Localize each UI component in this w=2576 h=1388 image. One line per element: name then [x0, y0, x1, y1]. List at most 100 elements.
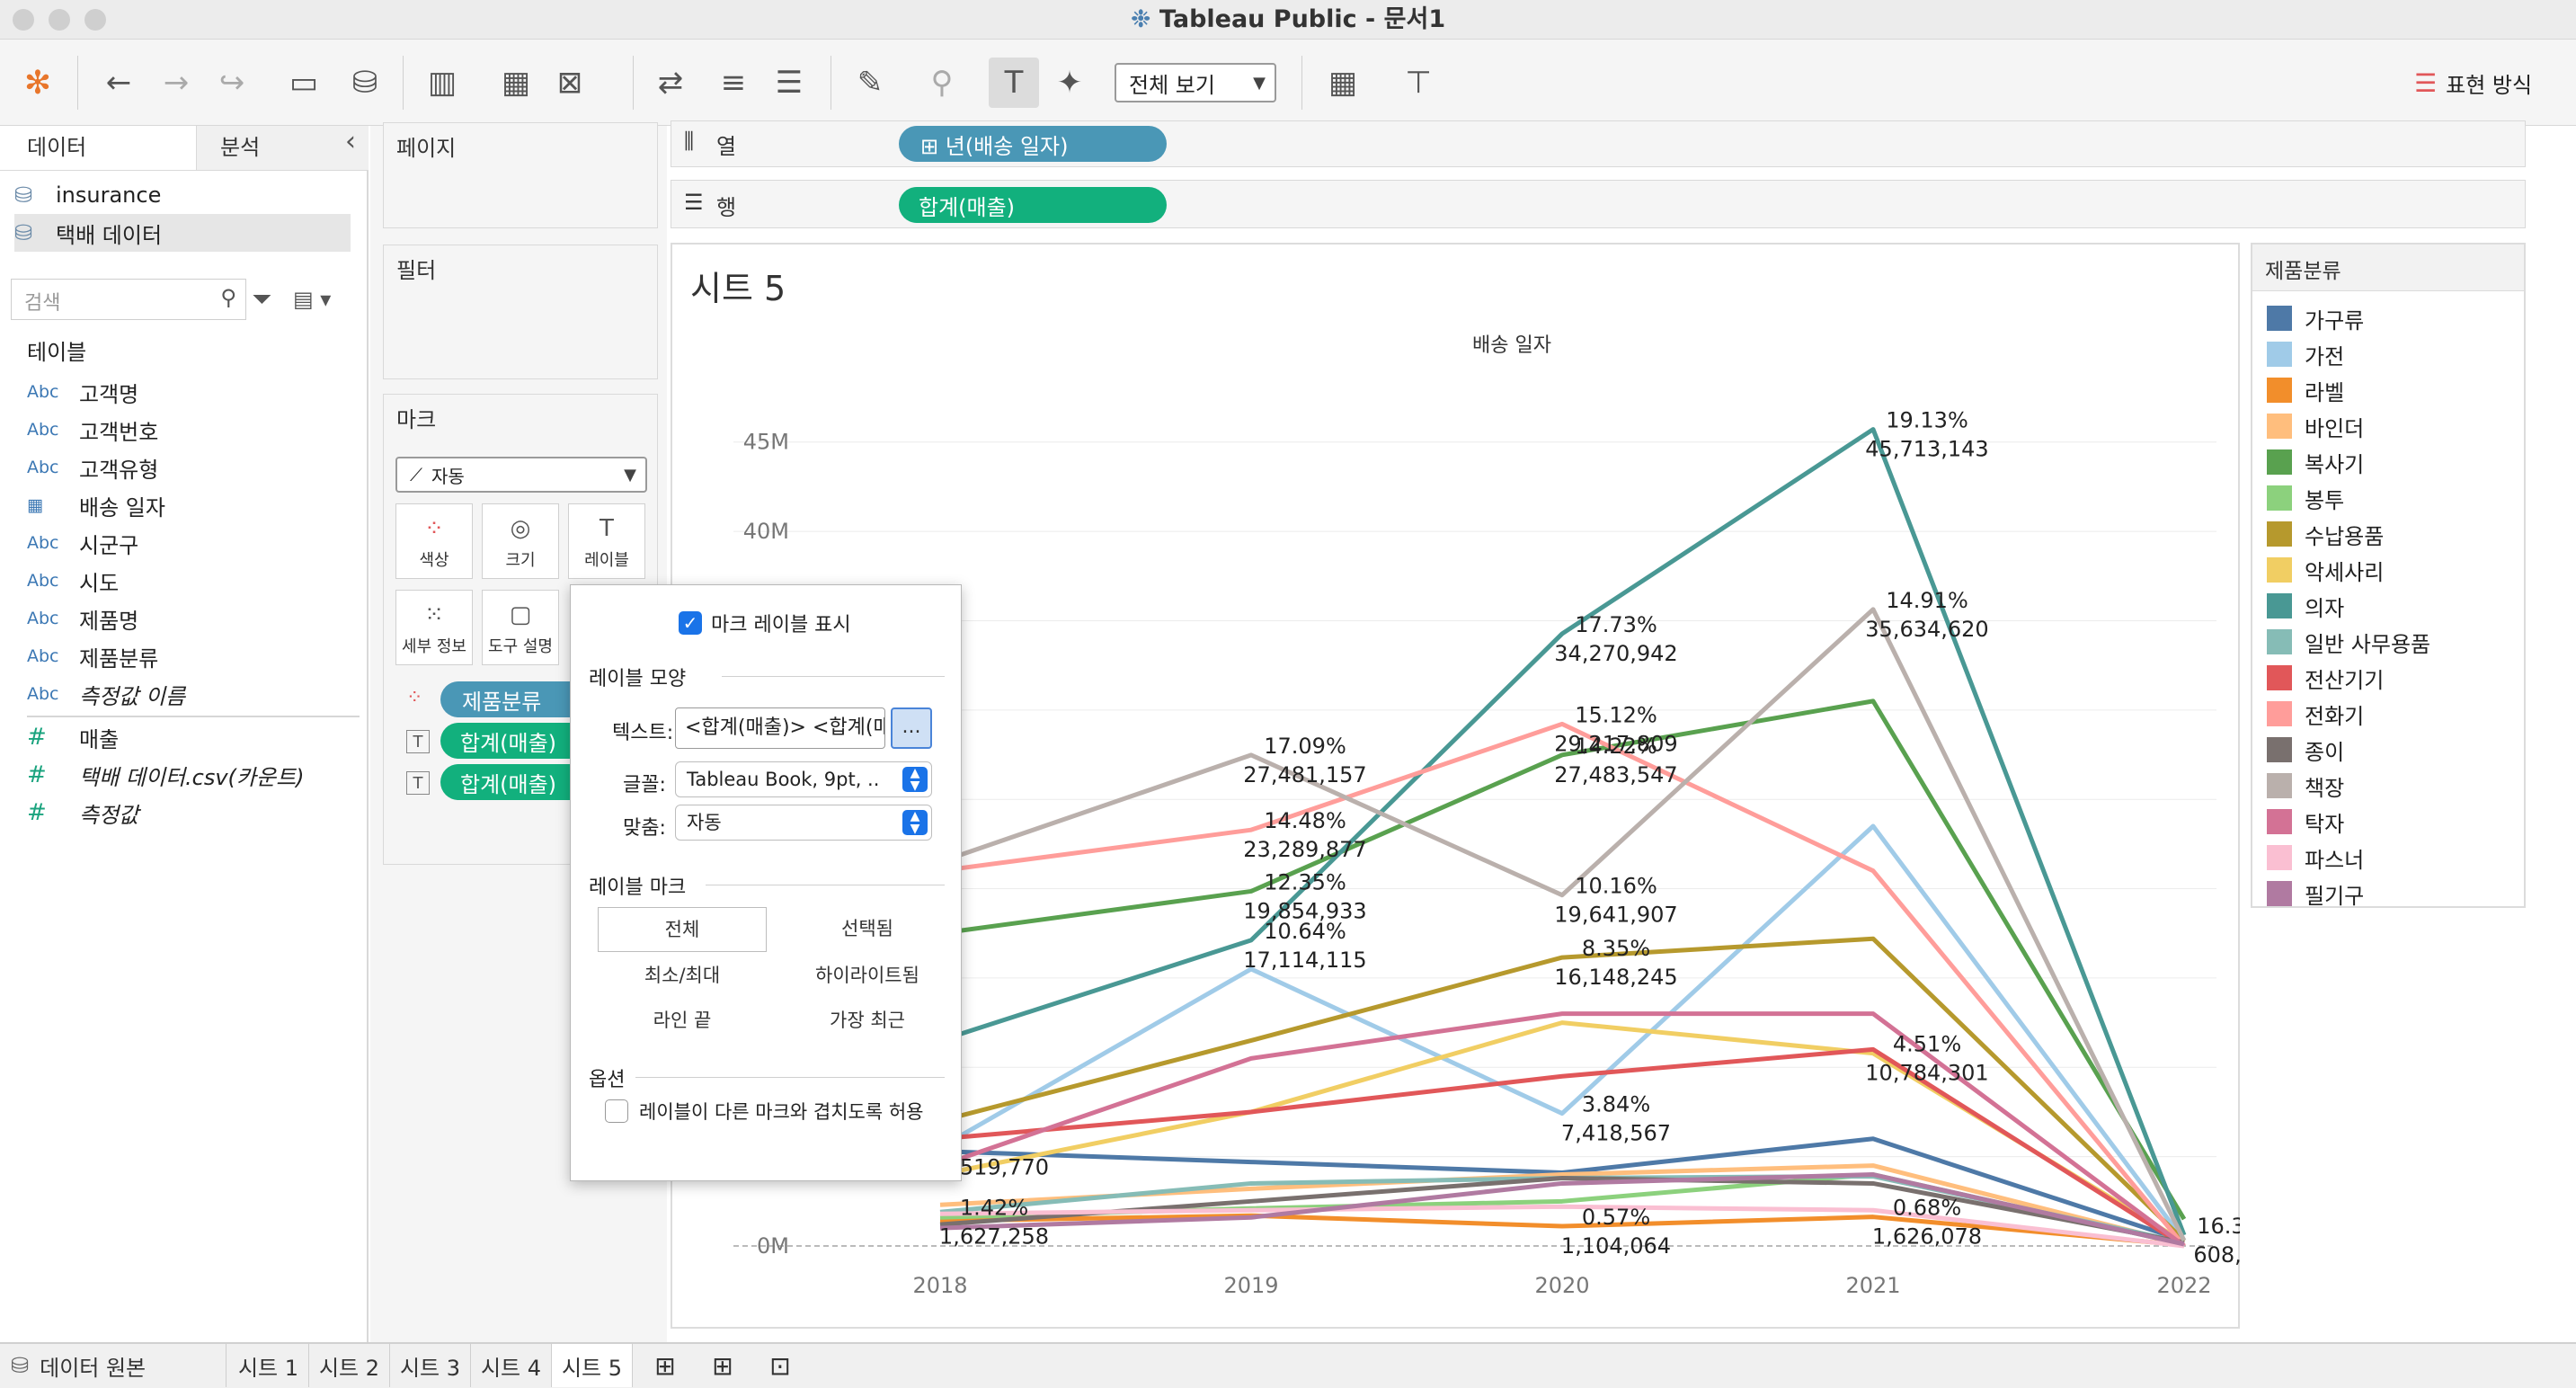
field-item[interactable]: Abc 제품분류 [27, 645, 159, 672]
legend-swatch [2267, 485, 2292, 511]
series-line [939, 936, 2186, 1242]
data-label: 1,104,064 [1561, 1233, 1671, 1259]
detail-button[interactable]: ⁙ 세부 정보 [395, 590, 473, 665]
legend-item[interactable]: 전산기기 [2267, 660, 2384, 696]
show-me-button[interactable]: ☰ 표현 방식 [2414, 67, 2533, 98]
legend-item[interactable]: 필기구 [2267, 876, 2364, 912]
datasource-tab[interactable]: ⛁ 데이터 원본 [0, 1344, 227, 1387]
zoom-window-button[interactable] [84, 9, 106, 31]
label-option-line-ends[interactable]: 라인 끝 [653, 1010, 712, 1031]
sheet-tab-4[interactable]: 시트 4 [471, 1344, 552, 1387]
label-option-all[interactable]: 전체 [598, 907, 767, 952]
legend-item[interactable]: 종이 [2267, 732, 2344, 768]
highlight-icon[interactable]: ✎ [857, 65, 884, 101]
show-mark-labels-icon[interactable]: T [989, 58, 1039, 108]
rows-pill[interactable]: 합계(매출) [899, 187, 1167, 223]
undo-icon[interactable]: ← [105, 65, 132, 101]
new-story-icon[interactable]: ⊡ [769, 1350, 791, 1381]
new-worksheet-icon[interactable]: ⊞ [654, 1350, 676, 1381]
close-window-button[interactable] [13, 9, 34, 31]
filters-card[interactable]: 필터 [383, 245, 658, 379]
sheet-tab-5[interactable]: 시트 5 [552, 1344, 633, 1387]
tableau-logo-icon[interactable]: ✻ [23, 64, 52, 102]
sheet-tab-3[interactable]: 시트 3 [390, 1344, 471, 1387]
legend-item[interactable]: 일반 사무용품 [2267, 624, 2430, 660]
view-options-icon[interactable]: ▤ ▾ [293, 287, 332, 312]
fix-axes-icon[interactable]: ✦ [1056, 65, 1083, 101]
label-option-most-recent[interactable]: 가장 최근 [830, 1010, 905, 1031]
sort-ascending-icon[interactable]: ≡ [720, 65, 747, 101]
data-label: 27,481,157 [1243, 762, 1366, 787]
legend-item[interactable]: 파스너 [2267, 840, 2364, 876]
legend-item[interactable]: 가구류 [2267, 300, 2364, 336]
legend-item[interactable]: 탁자 [2267, 804, 2344, 840]
new-datasource-icon[interactable]: ⛁ [351, 65, 378, 101]
tooltip-button[interactable]: ▢ 도구 설명 [482, 590, 559, 665]
save-icon[interactable]: ▭ [289, 65, 319, 101]
legend-item[interactable]: 바인더 [2267, 408, 2364, 444]
field-item[interactable]: ▦ 배송 일자 [27, 494, 165, 520]
label-option-minmax[interactable]: 최소/최대 [644, 965, 721, 986]
edit-label-button[interactable]: ... [891, 707, 932, 749]
fit-view-select[interactable]: 전체 보기 ▼ [1115, 63, 1276, 102]
sheet-tab-2[interactable]: 시트 2 [309, 1344, 390, 1387]
size-button[interactable]: ◎ 크기 [482, 503, 559, 579]
field-item[interactable]: Abc 고객유형 [27, 457, 159, 483]
series-line [939, 1046, 2186, 1249]
font-select[interactable]: Tableau Book, 9pt, .. ▲ ▼ [675, 761, 932, 797]
label-button[interactable]: T 레이블 [568, 503, 645, 579]
field-item[interactable]: # 택배 데이터.csv(카운트) [27, 761, 305, 790]
show-cards-icon[interactable]: ▦ [1328, 65, 1358, 101]
datasource-item-active[interactable]: ⛁ 택배 데이터 [14, 214, 351, 252]
minimize-window-button[interactable] [49, 9, 70, 31]
legend-label: 파스너 [2305, 847, 2365, 873]
legend-item[interactable]: 책장 [2267, 768, 2344, 804]
sheet-tab-1[interactable]: 시트 1 [228, 1344, 309, 1387]
clear-sheet-icon[interactable]: ⊠ [556, 65, 583, 101]
label-text-field[interactable]: <합계(매출)> <합계(매 [675, 707, 885, 749]
swap-rows-columns-icon[interactable]: ⇄ [657, 65, 684, 101]
show-labels-checkbox[interactable]: ✓ 마크 레이블 표시 [679, 609, 851, 637]
alignment-select[interactable]: 자동 ▲ ▼ [675, 805, 932, 841]
field-item[interactable]: Abc 시군구 [27, 532, 139, 558]
legend-header[interactable]: 제품분류 [2252, 245, 2524, 291]
legend-item[interactable]: 악세사리 [2267, 552, 2384, 588]
legend-label: 수납용품 [2305, 523, 2385, 549]
pages-card[interactable]: 페이지 [383, 122, 658, 228]
allow-overlap-checkbox[interactable]: 레이블이 다른 마크와 겹치도록 허용 [605, 1098, 924, 1125]
legend-item[interactable]: 전화기 [2267, 696, 2364, 732]
legend-item[interactable]: 봉투 [2267, 480, 2344, 516]
replay-icon[interactable]: ↪ [218, 65, 245, 101]
field-item[interactable]: Abc 제품명 [27, 608, 139, 634]
filter-fields-icon[interactable]: ⏷ [252, 284, 272, 314]
duplicate-sheet-icon[interactable]: ▦ [501, 65, 531, 101]
legend-item[interactable]: 라벨 [2267, 372, 2344, 408]
color-button[interactable]: ⁘ 색상 [395, 503, 473, 579]
label-option-selected[interactable]: 선택됨 [841, 918, 893, 939]
sort-descending-icon[interactable]: ☰ [775, 65, 804, 101]
field-item[interactable]: # 측정값 [27, 799, 139, 828]
mark-type-select[interactable]: ⟋ 자동 ▼ [395, 457, 647, 493]
legend-item[interactable]: 의자 [2267, 588, 2344, 624]
legend-item[interactable]: 가전 [2267, 336, 2344, 372]
label-option-highlighted[interactable]: 하이라이트됨 [815, 965, 919, 986]
datasource-item[interactable]: ⛁ insurance [14, 182, 162, 208]
tab-analytics[interactable]: 분석 ‹ [196, 126, 369, 171]
new-worksheet-icon[interactable]: ▥ [427, 65, 457, 101]
field-item[interactable]: Abc 고객번호 [27, 419, 159, 445]
field-item[interactable]: Abc 시도 [27, 570, 120, 596]
presentation-mode-icon[interactable]: ⊤ [1405, 65, 1432, 101]
legend-item[interactable]: 수납용품 [2267, 516, 2384, 552]
field-item[interactable]: # 매출 [27, 724, 120, 752]
tab-data[interactable]: 데이터 [0, 126, 196, 171]
legend-item[interactable]: 복사기 [2267, 444, 2364, 480]
field-item[interactable]: Abc 측정값 이름 [27, 683, 186, 709]
x-axis: 2018 2019 2020 2021 2022 [912, 1273, 2211, 1298]
group-members-icon[interactable]: ⚲ [930, 65, 954, 101]
new-dashboard-icon[interactable]: ⊞ [712, 1350, 733, 1381]
columns-pill[interactable]: ⊞ 년(배송 일자) [899, 126, 1167, 162]
search-input[interactable]: 검색 ⚲ [11, 279, 246, 320]
redo-icon[interactable]: → [163, 65, 190, 101]
field-item[interactable]: Abc 고객명 [27, 381, 139, 407]
collapse-pane-icon[interactable]: ‹ [345, 126, 356, 157]
